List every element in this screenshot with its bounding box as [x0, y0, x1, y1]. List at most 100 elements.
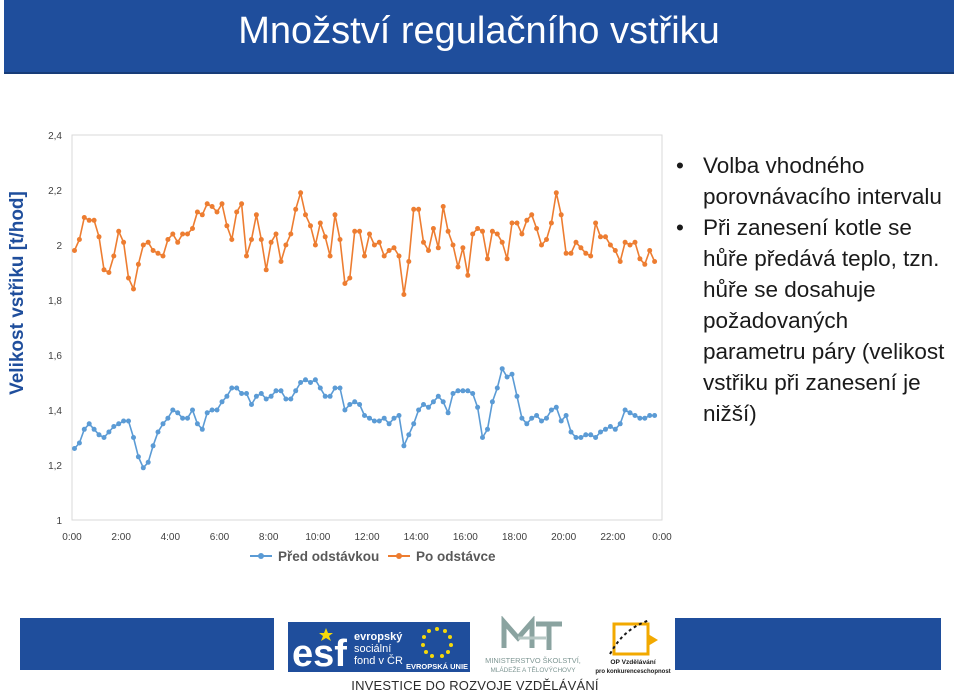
data-point-series-1 — [568, 250, 574, 256]
data-point-series-0 — [411, 421, 417, 427]
data-point-series-0 — [76, 440, 82, 446]
data-point-series-1 — [396, 253, 402, 259]
data-point-series-1 — [647, 248, 653, 253]
data-point-series-0 — [135, 454, 141, 460]
data-point-series-1 — [612, 248, 618, 253]
data-point-series-1 — [224, 223, 230, 229]
data-point-series-1 — [288, 231, 294, 237]
data-point-series-1 — [175, 239, 181, 245]
data-point-series-0 — [298, 380, 304, 385]
footer-bar-left — [20, 618, 274, 670]
data-point-series-1 — [460, 245, 466, 251]
data-point-series-0 — [170, 407, 176, 413]
series-line-1 — [73, 189, 656, 295]
data-point-series-0 — [553, 404, 559, 410]
data-point-series-0 — [455, 388, 461, 394]
data-point-series-1 — [209, 204, 215, 209]
data-point-series-1 — [194, 209, 200, 215]
data-point-series-0 — [524, 421, 530, 427]
data-point-series-0 — [470, 391, 476, 396]
data-point-series-0 — [121, 418, 127, 424]
data-point-series-0 — [175, 410, 181, 416]
data-point-series-0 — [86, 421, 92, 427]
data-point-series-1 — [622, 239, 628, 245]
data-point-series-1 — [514, 220, 520, 226]
y-tick-label: 1,2 — [48, 461, 62, 472]
data-point-series-0 — [268, 393, 274, 399]
data-point-series-0 — [293, 388, 299, 394]
data-point-series-0 — [519, 415, 525, 421]
data-point-series-0 — [322, 393, 328, 399]
data-point-series-1 — [91, 217, 97, 223]
data-point-series-1 — [180, 231, 186, 237]
data-point-series-1 — [81, 215, 87, 220]
data-point-series-1 — [430, 226, 436, 231]
legend-marker-0 — [258, 553, 264, 559]
data-point-series-0 — [445, 410, 451, 416]
legend-label: Před odstávkou — [278, 549, 379, 564]
data-point-series-1 — [244, 253, 249, 259]
data-point-series-1 — [357, 228, 363, 234]
data-point-series-0 — [593, 435, 599, 440]
data-point-series-0 — [160, 421, 166, 427]
injection-chart: 1 1,2 1,4 1,6 1,8 2 2,2 2,4 0:00 2:00 4:00 6:00 8:00… — [48, 131, 672, 564]
data-point-series-1 — [101, 267, 107, 273]
y-tick-label: 1,8 — [48, 296, 62, 307]
data-point-series-1 — [106, 270, 112, 275]
data-point-series-1 — [145, 239, 151, 245]
data-point-series-1 — [371, 242, 377, 248]
data-point-series-1 — [283, 242, 289, 248]
data-point-series-1 — [199, 212, 205, 218]
y-tick-label: 2,2 — [48, 186, 62, 197]
data-point-series-0 — [450, 391, 456, 396]
data-point-series-1 — [548, 220, 554, 226]
data-point-series-0 — [199, 426, 205, 432]
data-point-series-0 — [342, 407, 348, 413]
data-point-series-1 — [534, 226, 540, 231]
data-point-series-1 — [219, 201, 225, 207]
data-point-series-1 — [489, 228, 495, 234]
data-point-series-0 — [489, 399, 495, 405]
data-point-series-1 — [268, 239, 274, 245]
data-point-series-0 — [362, 413, 367, 418]
data-point-series-1 — [322, 234, 328, 240]
data-point-series-0 — [612, 426, 618, 432]
data-point-series-0 — [386, 421, 392, 427]
arrow-icon — [648, 634, 658, 646]
data-point-series-0 — [622, 407, 628, 413]
data-point-series-1 — [558, 212, 564, 218]
esf-text-3: fond v ČR — [354, 654, 403, 667]
data-point-series-1 — [150, 248, 156, 253]
data-point-series-0 — [603, 426, 608, 432]
data-point-series-1 — [588, 253, 594, 259]
op-text-2: pro konkurenceschopnost — [595, 669, 670, 675]
data-point-series-0 — [534, 413, 540, 418]
data-point-series-1 — [411, 206, 417, 212]
data-point-series-0 — [588, 432, 594, 438]
data-point-series-0 — [357, 402, 363, 407]
data-point-series-0 — [219, 399, 225, 405]
eu-stars-icon — [421, 627, 453, 659]
data-point-series-0 — [308, 380, 313, 385]
data-point-series-0 — [440, 399, 446, 405]
y-tick-label: 2,4 — [48, 131, 62, 142]
data-point-series-0 — [209, 407, 215, 413]
data-point-series-1 — [583, 250, 589, 256]
data-point-series-0 — [150, 443, 156, 449]
data-point-series-0 — [116, 421, 122, 427]
data-point-series-1 — [529, 212, 535, 218]
data-point-series-0 — [435, 393, 441, 399]
data-point-series-0 — [529, 415, 535, 421]
data-point-series-0 — [607, 424, 613, 429]
data-point-series-0 — [81, 426, 87, 432]
y-tick-label: 1,6 — [48, 351, 62, 362]
data-point-series-1 — [86, 217, 92, 223]
data-point-series-1 — [485, 256, 490, 262]
data-point-series-1 — [475, 226, 481, 231]
data-point-series-1 — [303, 212, 308, 218]
data-point-series-1 — [519, 231, 525, 237]
data-point-series-1 — [111, 253, 117, 259]
data-point-series-1 — [76, 237, 82, 242]
data-point-series-0 — [204, 410, 210, 416]
data-point-series-1 — [470, 231, 476, 237]
